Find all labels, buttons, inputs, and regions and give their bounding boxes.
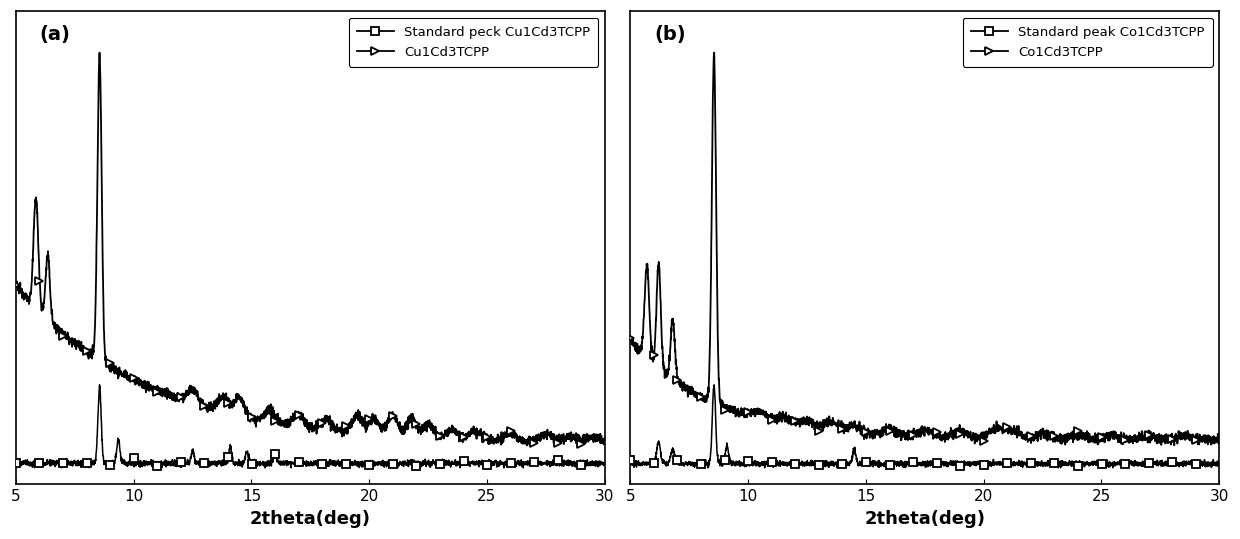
Legend: Standard peak Co1Cd3TCPP, Co1Cd3TCPP: Standard peak Co1Cd3TCPP, Co1Cd3TCPP	[962, 18, 1213, 67]
Legend: Standard peck Cu1Cd3TCPP, Cu1Cd3TCPP: Standard peck Cu1Cd3TCPP, Cu1Cd3TCPP	[348, 18, 598, 67]
Text: (a): (a)	[40, 25, 71, 44]
X-axis label: 2theta(deg): 2theta(deg)	[249, 510, 371, 528]
X-axis label: 2theta(deg): 2theta(deg)	[864, 510, 986, 528]
Text: (b): (b)	[653, 25, 686, 44]
